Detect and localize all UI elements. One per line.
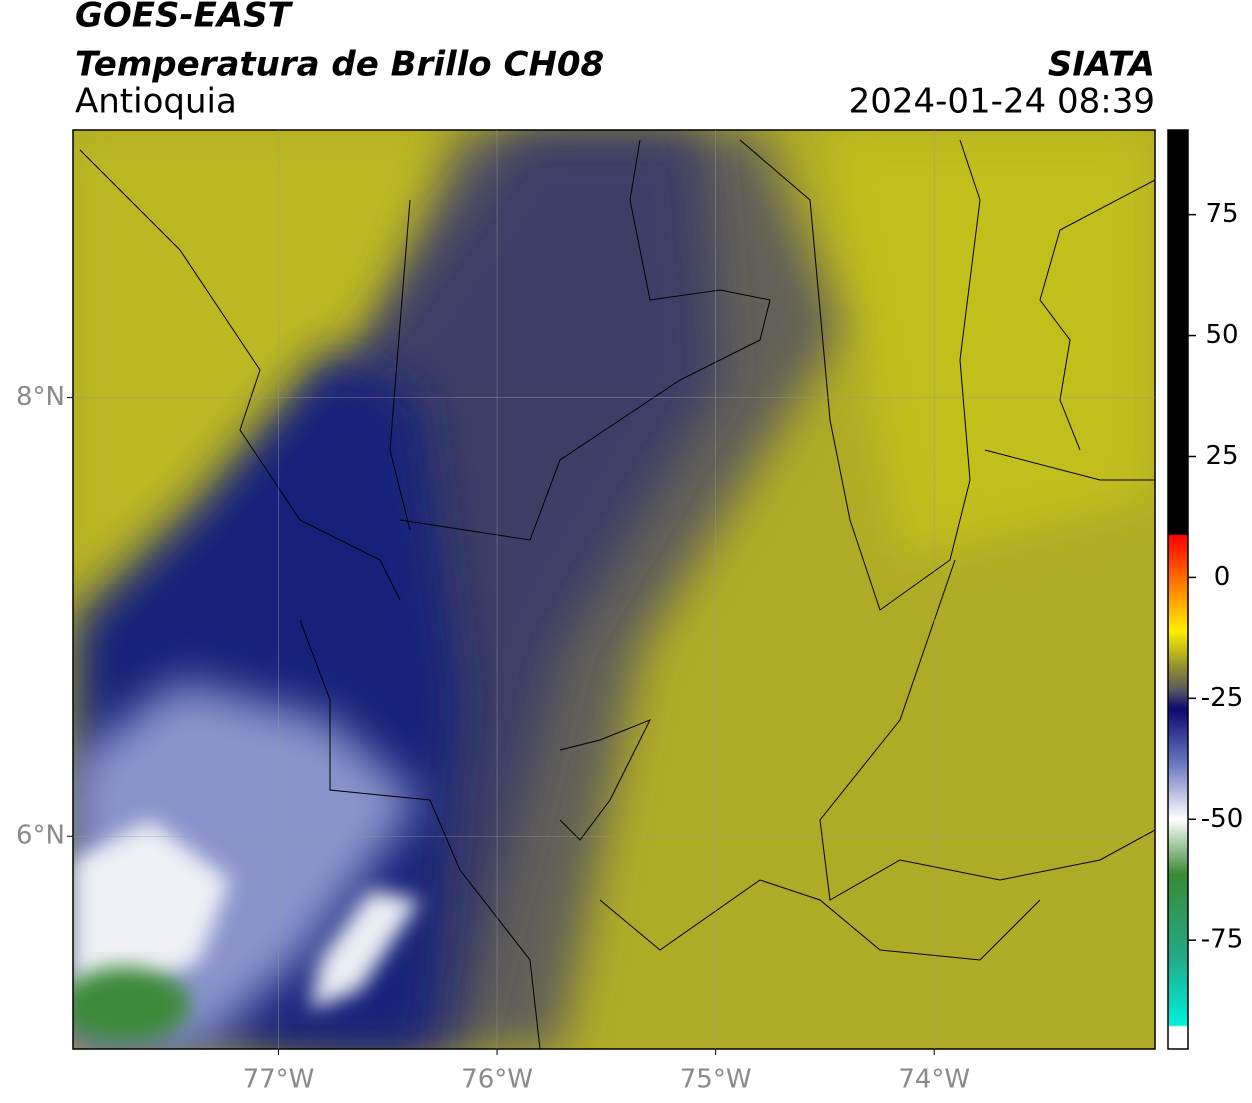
title: GOES-EAST <box>75 0 294 36</box>
colorbar <box>1167 129 1189 1050</box>
x-tick-label: 74°W <box>898 1065 970 1095</box>
colorbar-tick-label: 25 <box>1205 441 1238 471</box>
y-tick-label: 6°N <box>16 821 65 851</box>
satellite-image <box>73 130 1155 1049</box>
datetime: 2024-01-24 08:39 <box>849 82 1155 122</box>
colorbar-tick-label: -50 <box>1201 804 1243 834</box>
colorbar-tick-label: -25 <box>1201 683 1243 713</box>
subtitle: Temperatura de Brillo CH08 <box>75 45 604 85</box>
source: SIATA <box>1048 45 1155 85</box>
colorbar-tick-label: 75 <box>1205 199 1238 229</box>
x-tick-label: 76°W <box>461 1065 533 1095</box>
x-tick-label: 77°W <box>243 1065 315 1095</box>
x-tick-label: 75°W <box>680 1065 752 1095</box>
colorbar-tick-label: 50 <box>1205 320 1238 350</box>
colorbar-tick-label: -75 <box>1201 925 1243 955</box>
region: Antioquia <box>75 82 237 122</box>
y-tick-label: 8°N <box>16 382 65 412</box>
map-frame <box>72 129 1156 1050</box>
colorbar-tick-label: 0 <box>1214 562 1231 592</box>
